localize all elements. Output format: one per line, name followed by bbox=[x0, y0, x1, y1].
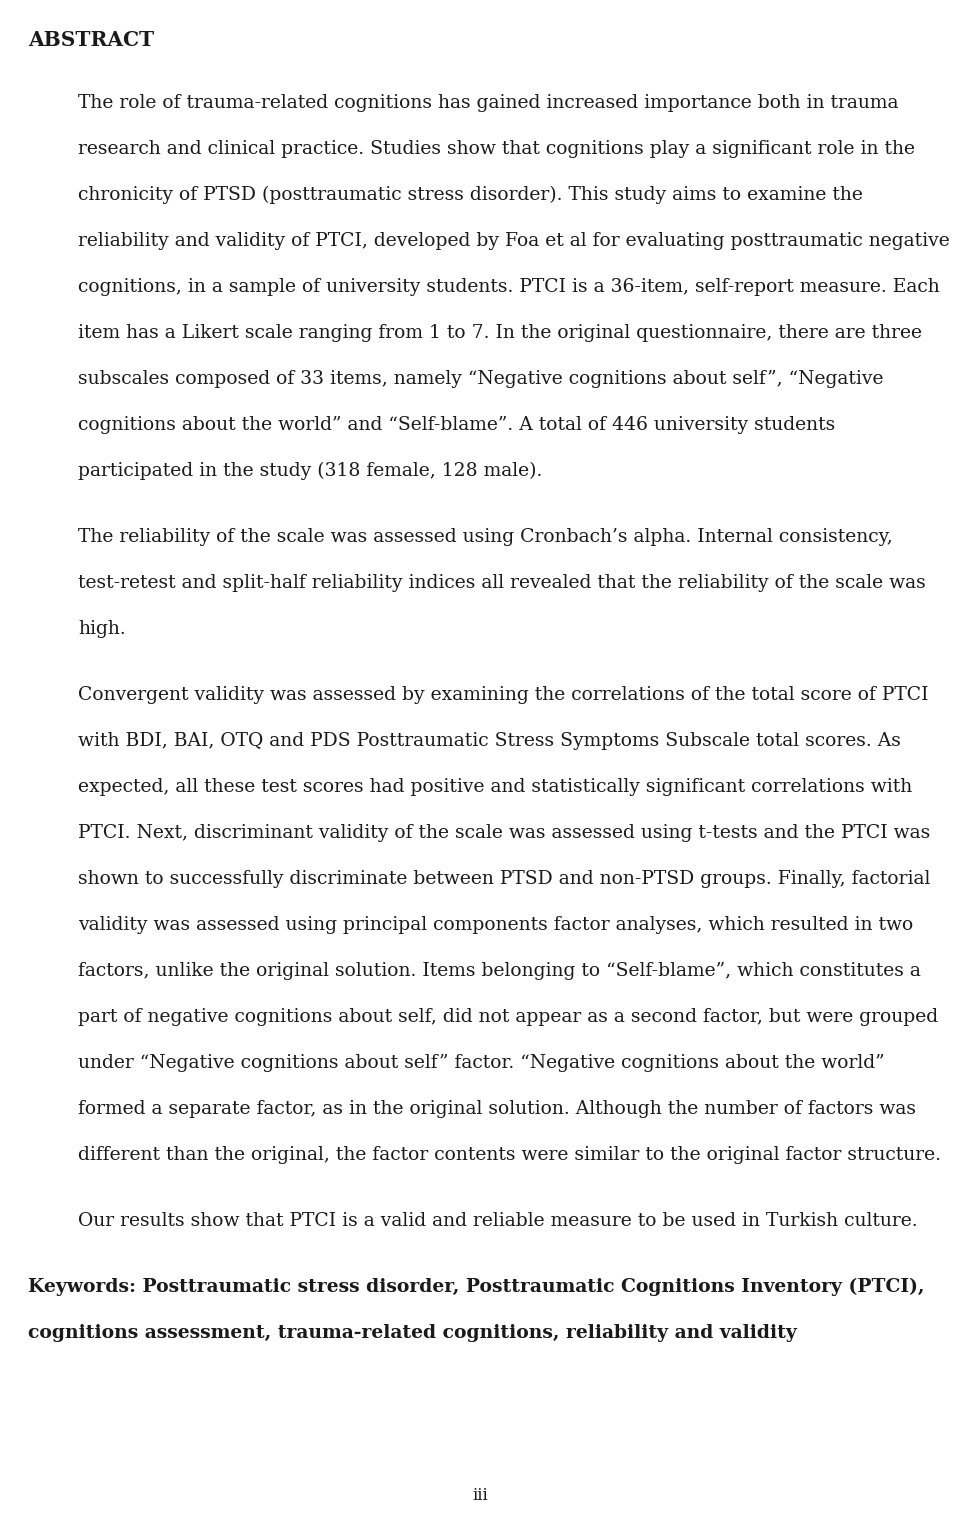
Text: participated in the study (318 female, 128 male).: participated in the study (318 female, 1… bbox=[78, 461, 542, 480]
Text: iii: iii bbox=[472, 1487, 488, 1504]
Text: chronicity of PTSD (posttraumatic stress disorder). This study aims to examine t: chronicity of PTSD (posttraumatic stress… bbox=[78, 186, 863, 205]
Text: with BDI, BAI, OTQ and PDS Posttraumatic Stress Symptoms Subscale total scores. : with BDI, BAI, OTQ and PDS Posttraumatic… bbox=[78, 732, 900, 750]
Text: expected, all these test scores had positive and statistically significant corre: expected, all these test scores had posi… bbox=[78, 778, 912, 796]
Text: Convergent validity was assessed by examining the correlations of the total scor: Convergent validity was assessed by exam… bbox=[78, 686, 928, 704]
Text: factors, unlike the original solution. Items belonging to “Self-blame”, which co: factors, unlike the original solution. I… bbox=[78, 963, 921, 979]
Text: high.: high. bbox=[78, 620, 126, 639]
Text: shown to successfully discriminate between PTSD and non-PTSD groups. Finally, fa: shown to successfully discriminate betwe… bbox=[78, 869, 930, 888]
Text: under “Negative cognitions about self” factor. “Negative cognitions about the wo: under “Negative cognitions about self” f… bbox=[78, 1054, 884, 1073]
Text: The reliability of the scale was assessed using Cronbach’s alpha. Internal consi: The reliability of the scale was assesse… bbox=[78, 529, 893, 545]
Text: validity was assessed using principal components factor analyses, which resulted: validity was assessed using principal co… bbox=[78, 917, 913, 934]
Text: part of negative cognitions about self, did not appear as a second factor, but w: part of negative cognitions about self, … bbox=[78, 1008, 938, 1027]
Text: formed a separate factor, as in the original solution. Although the number of fa: formed a separate factor, as in the orig… bbox=[78, 1100, 916, 1118]
Text: Keywords: Posttraumatic stress disorder, Posttraumatic Cognitions Inventory (PTC: Keywords: Posttraumatic stress disorder,… bbox=[28, 1277, 924, 1296]
Text: item has a Likert scale ranging from 1 to 7. In the original questionnaire, ther: item has a Likert scale ranging from 1 t… bbox=[78, 324, 922, 342]
Text: Our results show that PTCI is a valid and reliable measure to be used in Turkish: Our results show that PTCI is a valid an… bbox=[78, 1212, 918, 1230]
Text: cognitions assessment, trauma-related cognitions, reliability and validity: cognitions assessment, trauma-related co… bbox=[28, 1325, 797, 1342]
Text: reliability and validity of PTCI, developed by Foa et al for evaluating posttrau: reliability and validity of PTCI, develo… bbox=[78, 232, 949, 251]
Text: test-retest and split-half reliability indices all revealed that the reliability: test-retest and split-half reliability i… bbox=[78, 575, 925, 591]
Text: cognitions about the world” and “Self-blame”. A total of 446 university students: cognitions about the world” and “Self-bl… bbox=[78, 416, 835, 434]
Text: The role of trauma-related cognitions has gained increased importance both in tr: The role of trauma-related cognitions ha… bbox=[78, 95, 899, 112]
Text: research and clinical practice. Studies show that cognitions play a significant : research and clinical practice. Studies … bbox=[78, 141, 915, 157]
Text: different than the original, the factor contents were similar to the original fa: different than the original, the factor … bbox=[78, 1146, 941, 1164]
Text: cognitions, in a sample of university students. PTCI is a 36-item, self-report m: cognitions, in a sample of university st… bbox=[78, 278, 940, 296]
Text: subscales composed of 33 items, namely “Negative cognitions about self”, “Negati: subscales composed of 33 items, namely “… bbox=[78, 370, 883, 388]
Text: PTCI. Next, discriminant validity of the scale was assessed using t-tests and th: PTCI. Next, discriminant validity of the… bbox=[78, 824, 930, 842]
Text: ABSTRACT: ABSTRACT bbox=[28, 31, 155, 50]
